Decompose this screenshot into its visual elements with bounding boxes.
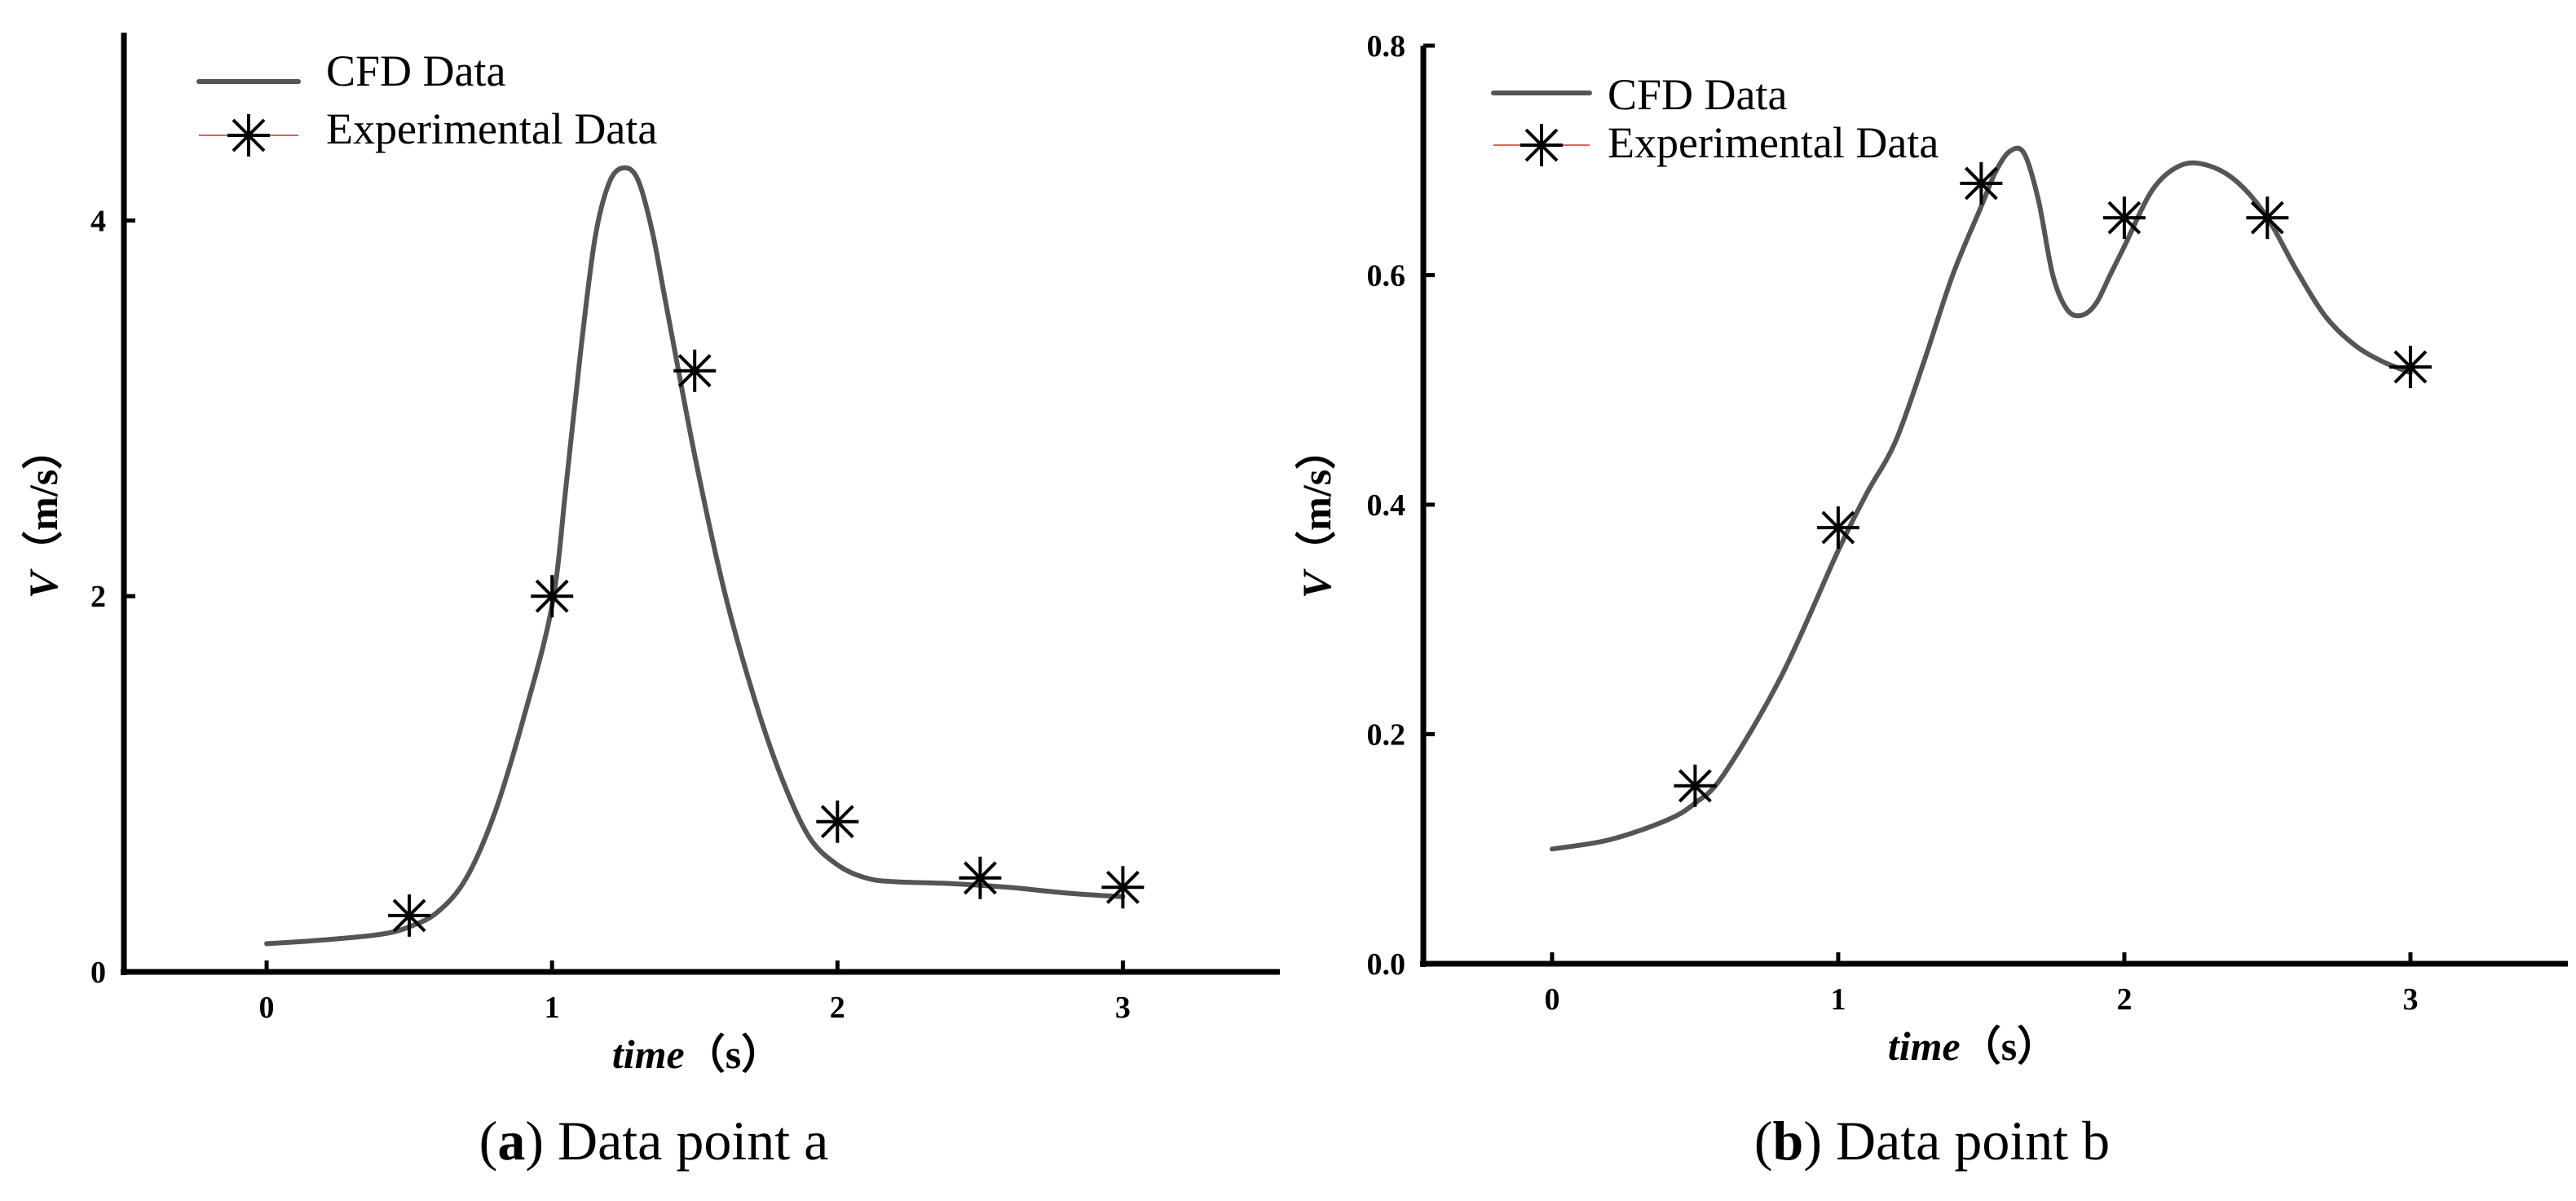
panel-a-cfd-curve (264, 165, 1126, 947)
panel-b-ticks: 0 1 2 3 0.0 0.2 0.4 0.6 0.8 (1367, 29, 2419, 1017)
panel-b-caption-letter: b (1773, 1110, 1804, 1172)
panel-b-x-tick-label-1: 1 (1830, 982, 1846, 1017)
panel-a-y-axis-unit: （m/s） (20, 429, 66, 572)
panel-b-x-axis-label: time（s） (1888, 1023, 2058, 1069)
panel-a-x-tick-label-1: 1 (545, 991, 560, 1025)
panel-a-caption-text: Data point a (558, 1110, 828, 1172)
panel-b-y-tick-label-0.4: 0.4 (1367, 488, 1406, 523)
panel-b-y-tick-label-0.6: 0.6 (1367, 259, 1406, 294)
panel-a-exp-point-0 (388, 894, 431, 937)
panel-b-exp-point-2 (1960, 161, 2003, 205)
panel-b-caption: (b) Data point b (1754, 1110, 2110, 1172)
panel-b-exp-point-3 (2102, 196, 2146, 240)
panel-b-exp-point-1 (1816, 506, 1859, 550)
panel-a-y-axis-label: V（m/s） (20, 429, 66, 598)
panel-b: 0 1 2 3 0.0 0.2 0.4 0.6 0.8 V（m/s） time（s） CFD D… (1294, 29, 2568, 1172)
panel-a-y-tick-label-0: 0 (90, 956, 106, 990)
panel-b-y-axis-label: V（m/s） (1294, 429, 1339, 598)
panel-b-exp-point-0 (1674, 764, 1717, 807)
panel-b-y-tick-label-0.8: 0.8 (1367, 29, 1406, 64)
panel-a-x-axis-unit: （s） (685, 1031, 782, 1077)
panel-a-legend-exp-marker (227, 114, 270, 157)
panel-a-x-tick-label-3: 3 (1115, 991, 1131, 1025)
panel-a: 0 1 2 3 0 2 4 V（m/s） time（s） CFD Data Experime… (20, 33, 1280, 1172)
panel-a-caption-letter: a (497, 1110, 525, 1172)
panel-b-legend-exp-marker (1520, 124, 1563, 166)
panel-b-x-tick-label-2: 2 (2116, 982, 2132, 1017)
panel-b-x-axis-symbol: time (1888, 1023, 1961, 1069)
panel-b-y-axis-symbol: V (1294, 568, 1339, 598)
panel-b-legend-exp-label: Experimental Data (1608, 118, 1939, 167)
panel-a-exp-point-5 (1101, 866, 1145, 909)
panel-a-exp-point-2 (673, 349, 717, 392)
panel-a-x-axis-label: time（s） (612, 1031, 782, 1077)
panel-a-x-tick-label-0: 0 (259, 991, 275, 1025)
panel-a-exp-point-4 (959, 856, 1002, 899)
panel-a-y-axis-symbol: V (20, 568, 66, 598)
panel-b-y-tick-label-0.0: 0.0 (1367, 947, 1406, 982)
panel-a-legend-cfd-label: CFD Data (326, 46, 506, 95)
panel-b-legend: CFD Data Experimental Data (1491, 70, 1939, 167)
panel-a-caption: (a) Data point a (479, 1110, 829, 1172)
panel-a-x-tick-label-2: 2 (830, 991, 845, 1025)
panel-b-exp-point-5 (2389, 346, 2432, 389)
panel-b-y-axis-unit: （m/s） (1294, 429, 1339, 572)
panel-b-y-tick-label-0.2: 0.2 (1367, 718, 1406, 753)
panel-b-exp-point-4 (2246, 196, 2289, 240)
panel-b-plot-layer (1550, 145, 2432, 852)
panel-a-exp-point-1 (531, 575, 574, 618)
panel-a-ticks: 0 1 2 3 0 2 4 (90, 204, 1131, 1025)
panel-a-legend: CFD Data Experimental Data (196, 46, 657, 157)
panel-b-cfd-curve (1550, 145, 2413, 852)
panel-a-x-axis-symbol: time (612, 1031, 685, 1077)
panel-b-x-tick-label-3: 3 (2402, 982, 2418, 1017)
panel-b-legend-cfd-label: CFD Data (1608, 70, 1788, 119)
panel-b-caption-text: Data point b (1836, 1110, 2110, 1172)
panel-b-x-tick-label-0: 0 (1544, 982, 1559, 1017)
panel-a-plot-layer (264, 165, 1145, 947)
panel-a-legend-exp-label: Experimental Data (326, 104, 657, 153)
panel-a-y-tick-label-4: 4 (90, 204, 106, 238)
panel-a-exp-point-3 (816, 800, 859, 843)
panel-a-y-tick-label-2: 2 (90, 580, 106, 614)
panel-b-x-axis-unit: （s） (1961, 1023, 2058, 1069)
